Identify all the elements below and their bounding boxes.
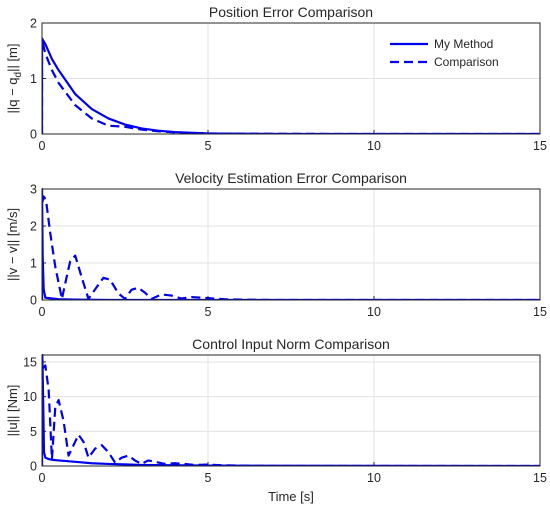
series-line-comparison: [42, 195, 540, 300]
y-tick-label: 0: [30, 294, 37, 308]
y-tick-label: 15: [23, 355, 37, 369]
axes-box: [41, 354, 541, 467]
legend-entry: My Method: [434, 37, 493, 51]
y-tick-label: 2: [30, 220, 37, 234]
y-tick-label: 2: [30, 17, 37, 31]
chart-panel-1: 0 5 10 15 0 1 2 Position Error Comparison ||q − …: [5, 4, 547, 153]
y-axis-label: ||v − v|| [m/s]: [5, 208, 20, 281]
x-tick-label: 15: [533, 139, 547, 153]
y-tick-label: 5: [30, 425, 37, 439]
y-tick-label: 10: [23, 390, 37, 404]
legend-entry: Comparison: [434, 55, 499, 69]
y-tick-label: 0: [30, 128, 37, 142]
x-tick-label: 15: [533, 305, 547, 319]
y-tick-label: 1: [30, 72, 37, 86]
x-tick-label: 5: [205, 139, 212, 153]
series-line-comparison: [42, 38, 540, 134]
x-tick-label: 10: [367, 471, 381, 485]
x-tick-label: 10: [367, 305, 381, 319]
y-tick-label: 3: [30, 183, 37, 197]
chart-title: Control Input Norm Comparison: [192, 336, 390, 352]
x-tick-label: 0: [39, 471, 46, 485]
x-tick-label: 15: [533, 471, 547, 485]
series-line-my-method: [42, 353, 540, 466]
y-axis-label: ||u|| [Nm]: [5, 385, 20, 437]
series-line-comparison: [42, 364, 540, 466]
y-tick-label: 0: [30, 460, 37, 474]
x-tick-label: 5: [205, 305, 212, 319]
chart-panel-3: 0 5 10 15 0 5 10 15 Control Input Norm Compariso…: [5, 336, 547, 504]
plot-area: [42, 189, 540, 300]
x-tick-label: 10: [367, 139, 381, 153]
chart-title: Velocity Estimation Error Comparison: [175, 170, 407, 186]
x-tick-label: 0: [39, 305, 46, 319]
x-tick-label: 0: [39, 139, 46, 153]
y-tick-label: 1: [30, 257, 37, 271]
legend: My Method Comparison: [390, 37, 499, 69]
x-axis-label: Time [s]: [268, 489, 314, 504]
chart-title: Position Error Comparison: [209, 4, 373, 20]
x-tick-label: 5: [205, 471, 212, 485]
plot-area: [42, 355, 540, 466]
chart-panel-2: 0 5 10 15 0 1 2 3 Velocity Estimation Error Comp…: [5, 170, 547, 319]
y-axis-label: ||q − qd|| [m]: [5, 43, 24, 113]
axes-box: [41, 22, 541, 135]
axes-box: [41, 188, 541, 301]
